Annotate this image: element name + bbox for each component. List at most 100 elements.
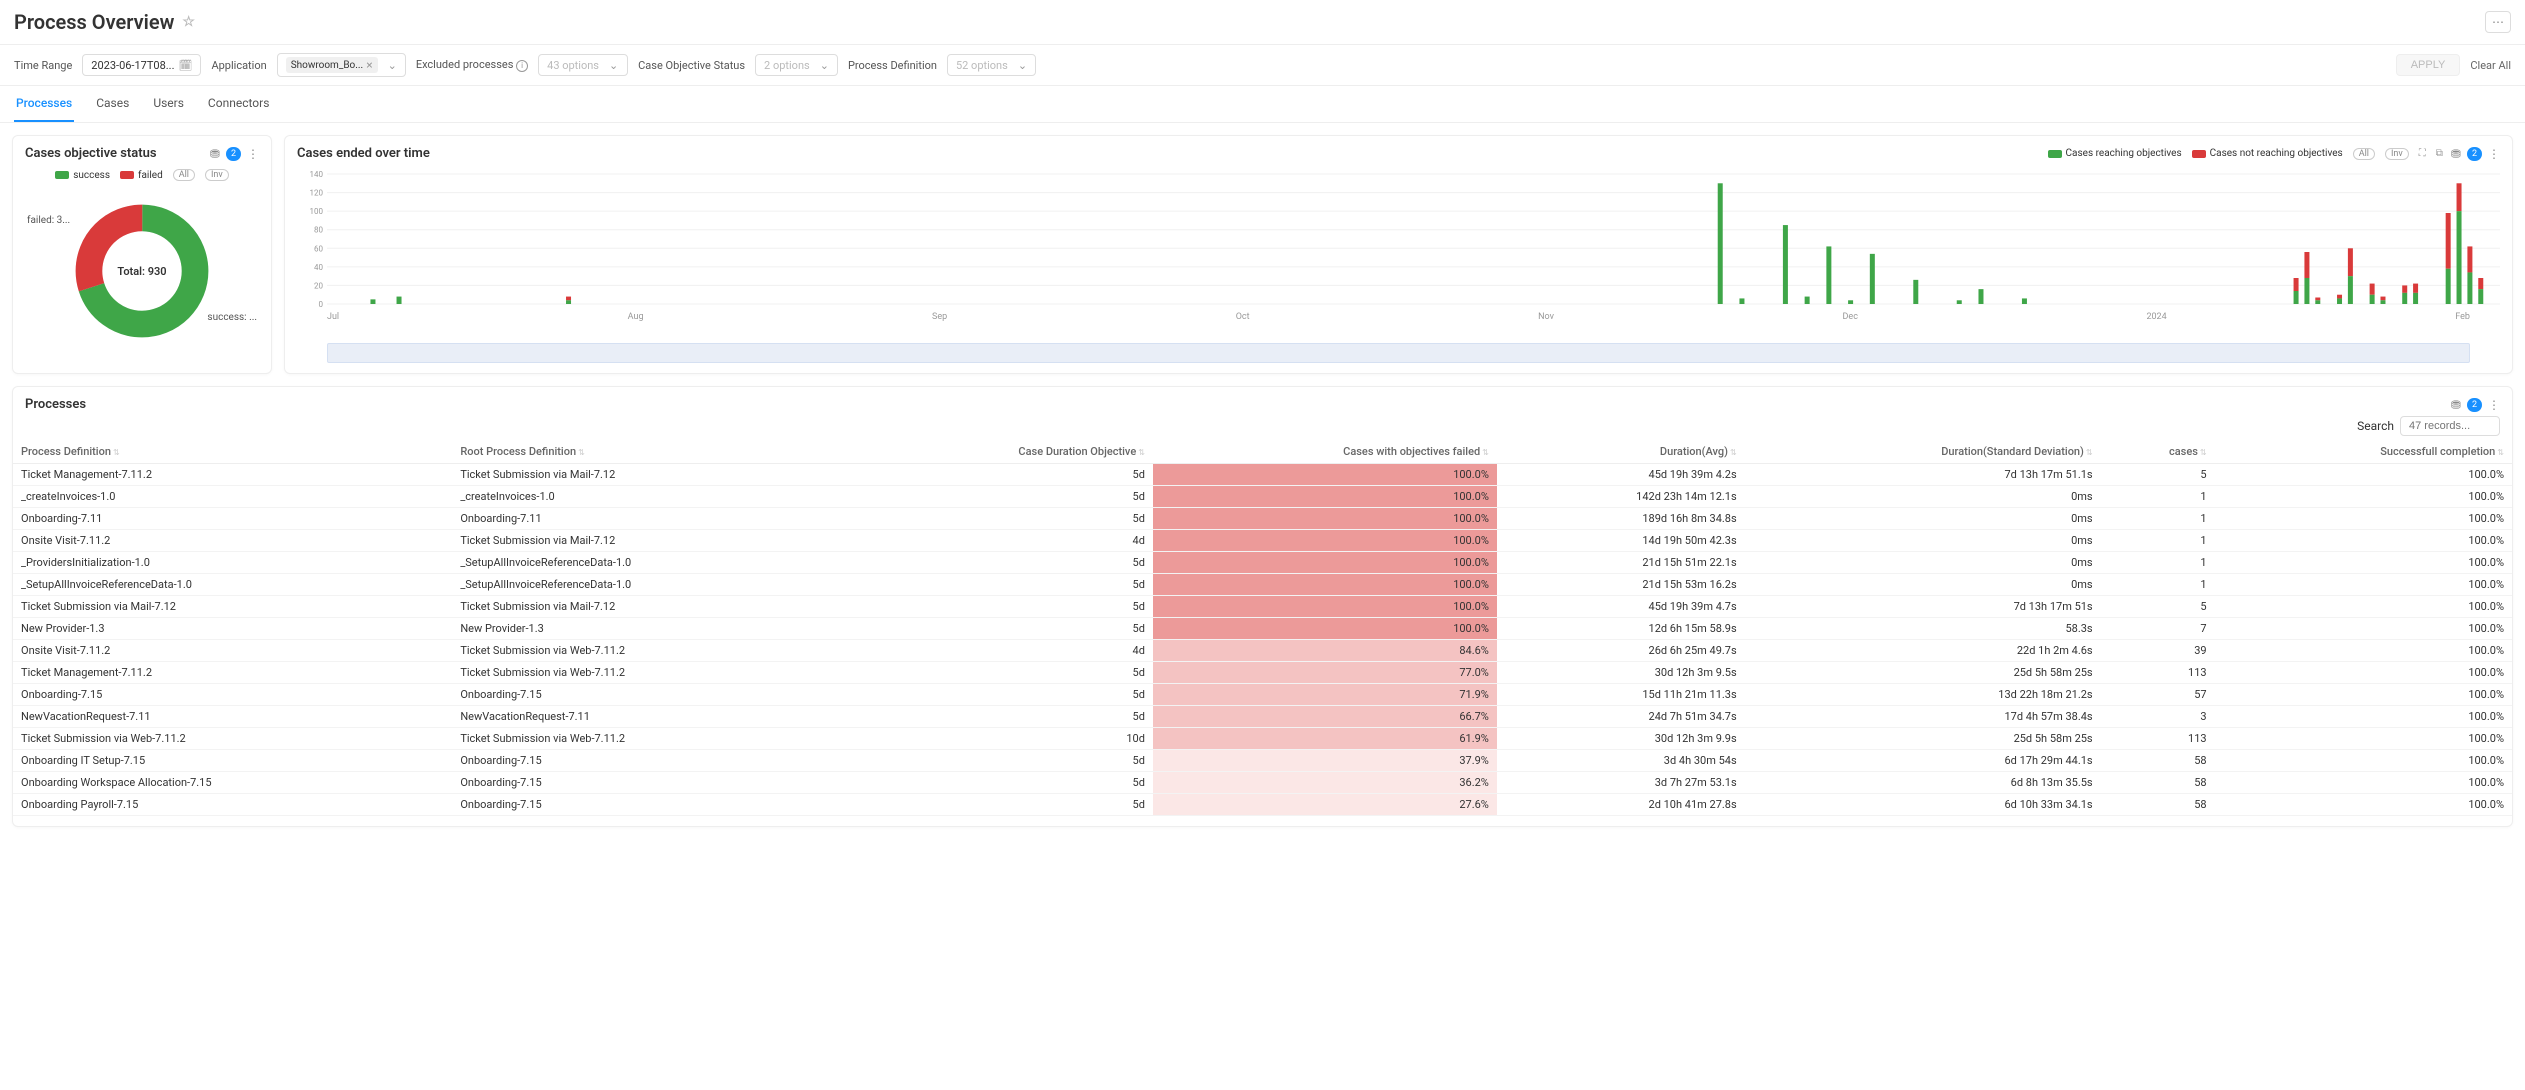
search-input[interactable] bbox=[2400, 416, 2500, 436]
filter-icon[interactable]: ⛃ bbox=[210, 147, 220, 161]
card-menu-icon[interactable]: ⋮ bbox=[247, 147, 259, 161]
cell-failed: 36.2% bbox=[1153, 772, 1497, 794]
more-menu-button[interactable]: ⋯ bbox=[2485, 11, 2511, 33]
table-row[interactable]: Onsite Visit-7.11.2 Ticket Submission vi… bbox=[13, 530, 2512, 552]
failed-label: failed: 3... bbox=[27, 215, 70, 226]
chip-remove-icon[interactable]: × bbox=[366, 58, 372, 72]
fullscreen-icon[interactable]: ⛶ bbox=[2419, 148, 2426, 159]
col-success-comp[interactable]: Successfull completion⇅ bbox=[2215, 440, 2512, 464]
cell-failed: 84.6% bbox=[1153, 640, 1497, 662]
tab-connectors[interactable]: Connectors bbox=[206, 86, 271, 122]
cell-comp: 100.0% bbox=[2215, 508, 2512, 530]
cell-dur: 5d bbox=[850, 662, 1153, 684]
case-objective-status-select[interactable]: 2 options bbox=[755, 54, 838, 76]
table-row[interactable]: New Provider-1.3 New Provider-1.3 5d 100… bbox=[13, 618, 2512, 640]
svg-text:40: 40 bbox=[314, 263, 323, 272]
cell-dur: 5d bbox=[850, 464, 1153, 486]
cell-dur: 5d bbox=[850, 772, 1153, 794]
table-row[interactable]: Onboarding-7.15 Onboarding-7.15 5d 71.9%… bbox=[13, 684, 2512, 706]
table-row[interactable]: _SetupAllInvoiceReferenceData-1.0 _Setup… bbox=[13, 574, 2512, 596]
cell-root: Ticket Submission via Web-7.11.2 bbox=[452, 640, 850, 662]
table-row[interactable]: Onboarding Payroll-7.15 Onboarding-7.15 … bbox=[13, 794, 2512, 816]
bar-legend: Cases reaching objectives Cases not reac… bbox=[2048, 148, 2443, 160]
cell-proc: Onboarding Payroll-7.15 bbox=[13, 794, 452, 816]
cell-proc: Onsite Visit-7.11.2 bbox=[13, 530, 452, 552]
x-axis-labels: JulAugSepOctNovDec2024Feb bbox=[297, 312, 2500, 322]
cases-ended-title: Cases ended over time bbox=[297, 146, 430, 161]
cell-avg: 14d 19h 50m 42.3s bbox=[1497, 530, 1745, 552]
cell-dur: 4d bbox=[850, 530, 1153, 552]
table-filter-icon[interactable]: ⛃ bbox=[2451, 398, 2461, 412]
table-row[interactable]: Onboarding Workspace Allocation-7.15 Onb… bbox=[13, 772, 2512, 794]
cell-proc: _ProvidersInitialization-1.0 bbox=[13, 552, 452, 574]
cell-dur: 5d bbox=[850, 552, 1153, 574]
col-dur-avg[interactable]: Duration(Avg)⇅ bbox=[1497, 440, 1745, 464]
bar-toggle-all[interactable]: All bbox=[2353, 148, 2375, 160]
cell-cases: 1 bbox=[2101, 574, 2215, 596]
col-root-proc[interactable]: Root Process Definition⇅ bbox=[452, 440, 850, 464]
col-case-dur[interactable]: Case Duration Objective⇅ bbox=[850, 440, 1153, 464]
cell-comp: 100.0% bbox=[2215, 662, 2512, 684]
cell-cases: 1 bbox=[2101, 486, 2215, 508]
cell-comp: 100.0% bbox=[2215, 728, 2512, 750]
cell-std: 0ms bbox=[1745, 552, 2101, 574]
tab-processes[interactable]: Processes bbox=[14, 86, 74, 122]
application-select[interactable]: Showroom_Bo... × bbox=[277, 53, 406, 77]
cell-comp: 100.0% bbox=[2215, 618, 2512, 640]
col-cases[interactable]: cases⇅ bbox=[2101, 440, 2215, 464]
cell-comp: 100.0% bbox=[2215, 486, 2512, 508]
timeline-scrubber[interactable] bbox=[327, 343, 2470, 363]
cell-std: 13d 22h 18m 21.2s bbox=[1745, 684, 2101, 706]
table-row[interactable]: Ticket Submission via Mail-7.12 Ticket S… bbox=[13, 596, 2512, 618]
table-row[interactable]: Ticket Submission via Web-7.11.2 Ticket … bbox=[13, 728, 2512, 750]
col-proc-def[interactable]: Process Definition⇅ bbox=[13, 440, 452, 464]
cell-failed: 37.9% bbox=[1153, 750, 1497, 772]
apply-button[interactable]: APPLY bbox=[2396, 54, 2461, 76]
toggle-all[interactable]: All bbox=[173, 169, 195, 181]
cases-ended-over-time-card: Cases ended over time Cases reaching obj… bbox=[284, 135, 2513, 374]
bar-chart: 020406080100120140 JulAugSepOctNovDec202… bbox=[297, 169, 2500, 339]
time-range-input[interactable]: 2023-06-17T08... 🗓 bbox=[82, 54, 201, 76]
excluded-processes-select[interactable]: 43 options bbox=[538, 54, 628, 76]
copy-icon[interactable]: ⧉ bbox=[2436, 148, 2443, 159]
cell-failed: 100.0% bbox=[1153, 486, 1497, 508]
svg-text:20: 20 bbox=[314, 281, 323, 290]
cell-std: 25d 5h 58m 25s bbox=[1745, 728, 2101, 750]
table-row[interactable]: _ProvidersInitialization-1.0 _SetupAllIn… bbox=[13, 552, 2512, 574]
page-header: Process Overview ☆ ⋯ bbox=[0, 0, 2525, 45]
cases-objective-status-card: Cases objective status ⛃ 2 ⋮ success fai… bbox=[12, 135, 272, 374]
table-row[interactable]: Ticket Management-7.11.2 Ticket Submissi… bbox=[13, 662, 2512, 684]
clear-all-link[interactable]: Clear All bbox=[2470, 59, 2511, 72]
cell-failed: 77.0% bbox=[1153, 662, 1497, 684]
cell-cases: 58 bbox=[2101, 794, 2215, 816]
bar-toggle-inv[interactable]: Inv bbox=[2385, 148, 2409, 160]
col-dur-std[interactable]: Duration(Standard Deviation)⇅ bbox=[1745, 440, 2101, 464]
table-row[interactable]: Onsite Visit-7.11.2 Ticket Submission vi… bbox=[13, 640, 2512, 662]
cell-failed: 100.0% bbox=[1153, 618, 1497, 640]
cell-avg: 30d 12h 3m 9.9s bbox=[1497, 728, 1745, 750]
table-menu-icon[interactable]: ⋮ bbox=[2488, 398, 2500, 412]
tab-cases[interactable]: Cases bbox=[94, 86, 131, 122]
table-row[interactable]: Onboarding-7.11 Onboarding-7.11 5d 100.0… bbox=[13, 508, 2512, 530]
bar-filter-icon[interactable]: ⛃ bbox=[2451, 147, 2461, 161]
table-row[interactable]: _createInvoices-1.0 _createInvoices-1.0 … bbox=[13, 486, 2512, 508]
cell-proc: Onboarding-7.15 bbox=[13, 684, 452, 706]
cell-cases: 58 bbox=[2101, 750, 2215, 772]
calendar-icon: 🗓 bbox=[178, 59, 192, 72]
table-row[interactable]: Onboarding IT Setup-7.15 Onboarding-7.15… bbox=[13, 750, 2512, 772]
cell-proc: Ticket Submission via Mail-7.12 bbox=[13, 596, 452, 618]
info-icon[interactable]: i bbox=[516, 60, 528, 72]
table-row[interactable]: Ticket Management-7.11.2 Ticket Submissi… bbox=[13, 464, 2512, 486]
bar-card-menu-icon[interactable]: ⋮ bbox=[2488, 147, 2500, 161]
cell-cases: 1 bbox=[2101, 552, 2215, 574]
col-cases-failed[interactable]: Cases with objectives failed⇅ bbox=[1153, 440, 1497, 464]
favorite-star-icon[interactable]: ☆ bbox=[182, 14, 195, 30]
toggle-inv[interactable]: Inv bbox=[205, 169, 229, 181]
process-definition-label: Process Definition bbox=[848, 59, 937, 72]
process-definition-select[interactable]: 52 options bbox=[947, 54, 1036, 76]
tab-users[interactable]: Users bbox=[151, 86, 186, 122]
cell-dur: 10d bbox=[850, 728, 1153, 750]
cell-avg: 24d 7h 51m 34.7s bbox=[1497, 706, 1745, 728]
table-row[interactable]: NewVacationRequest-7.11 NewVacationReque… bbox=[13, 706, 2512, 728]
cell-proc: Ticket Management-7.11.2 bbox=[13, 464, 452, 486]
